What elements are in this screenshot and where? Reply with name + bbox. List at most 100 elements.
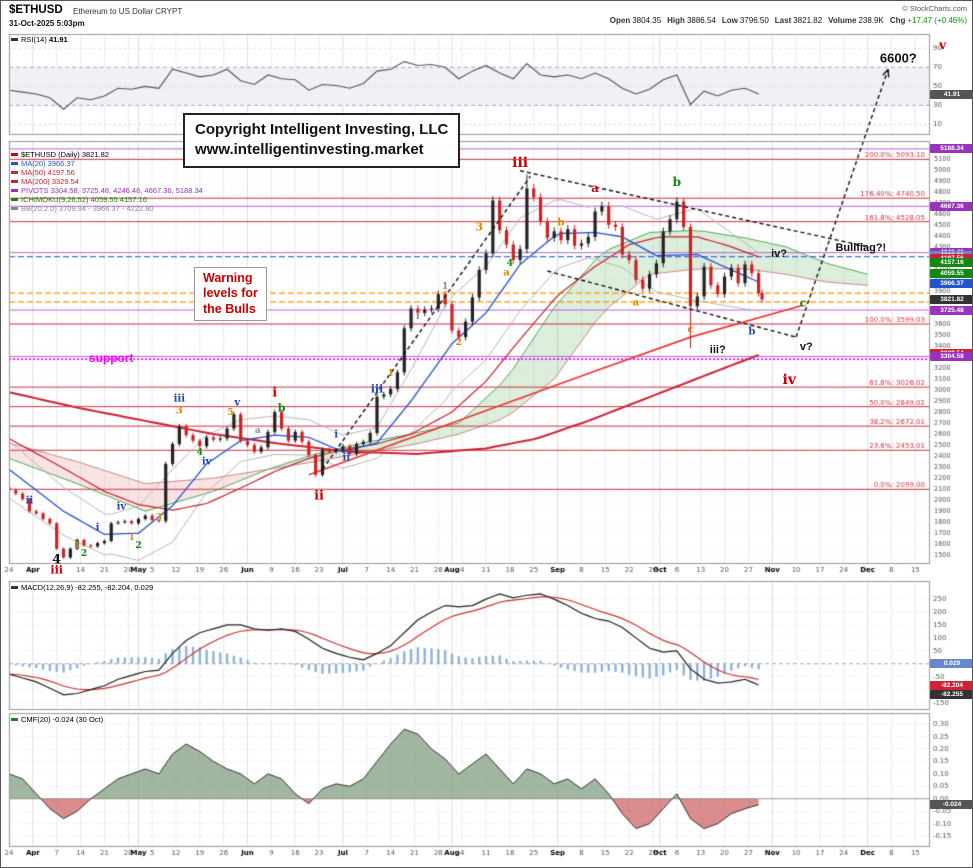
legend-text: PIVOTS 3304.58, 3725.48, 4246.46, 4667.3… xyxy=(21,186,203,195)
legend-text: MA(200) 3329.54 xyxy=(21,177,79,186)
quote-label: Last xyxy=(774,16,792,25)
quote-field-last: Last 3821.82 xyxy=(775,16,822,25)
copyright-line1: Copyright Intelligent Investing, LLC xyxy=(195,121,449,138)
wave-label-c: c xyxy=(687,324,694,336)
ticker-symbol: $ETHUSD xyxy=(9,4,63,16)
warning-line-1: levels for xyxy=(203,286,258,301)
wave-label-i: i xyxy=(416,312,420,323)
wave-label-2: 2 xyxy=(80,549,88,560)
axis-marker-330458: 3304.58 xyxy=(930,351,972,361)
wave-label-iii: iii? xyxy=(709,344,726,357)
legend-item-4: PIVOTS 3304.58, 3725.48, 4246.46, 4667.3… xyxy=(11,186,203,195)
wave-label-i: i xyxy=(95,522,100,534)
quote-value: 3796.50 xyxy=(739,16,769,25)
wave-label-i: i xyxy=(272,385,278,401)
legend-item-6: BB(20,2.0) 3709.94 - 3966.37 - 4222.80 xyxy=(11,204,203,213)
wave-label-bullflag: Bullflag?! xyxy=(835,241,887,254)
wave-label-4: 4 xyxy=(196,447,203,458)
wave-label-4: 4 xyxy=(506,259,514,270)
cmf-legend-icon xyxy=(11,718,18,721)
stockcharts-credit: © StockCharts.com xyxy=(902,4,967,13)
wave-label-ii: ii xyxy=(25,495,34,507)
quote-label: Low xyxy=(721,16,738,25)
quote-label: Open xyxy=(609,16,631,25)
wave-label-iv: iv? xyxy=(771,248,788,261)
quote-label: Chg xyxy=(889,16,906,25)
legend-swatch-icon xyxy=(11,153,18,156)
axis-marker-466736: 4667.36 xyxy=(930,201,972,211)
legend-item-2: MA(50) 4197.56 xyxy=(11,168,203,177)
wave-label-iii: iii xyxy=(512,155,529,172)
legend-item-0: $ETHUSD (Daily) 3821.82 xyxy=(11,150,203,159)
rsi-legend-value: 41.91 xyxy=(48,35,68,44)
wave-label-iii: iii xyxy=(173,393,186,405)
axis-marker-0024: -0.024 xyxy=(930,800,972,810)
legend-text: MA(50) 4197.56 xyxy=(21,168,75,177)
wave-label-a: a xyxy=(503,267,510,279)
wave-label-2: 2 xyxy=(135,541,142,552)
ohlc-quote-row: Open 3804.35 High 3886.54 Low 3796.50 Last 3821… xyxy=(610,16,967,25)
warning-line-2: the Bulls xyxy=(203,301,256,316)
wave-label-1: 1 xyxy=(387,369,394,380)
wave-label-b: b xyxy=(672,174,682,189)
wave-label-ii: ii xyxy=(314,488,325,504)
legend-text: $ETHUSD (Daily) 3821.82 xyxy=(21,150,109,159)
copyright-annotation-box: Copyright Intelligent Investing, LLC www… xyxy=(183,113,461,168)
quote-value: 3886.54 xyxy=(686,16,716,25)
rsi-legend: RSI(14) 41.91 xyxy=(11,35,68,44)
axis-marker-415716: 4157.16 xyxy=(930,258,972,267)
quote-field-volume: Volume 238.9K xyxy=(828,16,884,25)
wave-label-a: a xyxy=(254,426,261,437)
legend-swatch-icon xyxy=(11,180,18,183)
quote-field-low: Low 3796.50 xyxy=(722,16,769,25)
axis-marker-372548: 3725.48 xyxy=(930,305,972,315)
quote-value: +17.47 (+0.46%) xyxy=(907,16,967,25)
legend-item-1: MA(20) 3966.37 xyxy=(11,159,203,168)
quote-label: Volume xyxy=(828,16,857,25)
axis-marker-0029: 0.029 xyxy=(930,659,972,669)
copyright-line2: www.intelligentinvesting.market xyxy=(195,141,424,159)
wave-label-v: v? xyxy=(799,341,813,354)
ticker-description: Ethereum to US Dollar CRYPT xyxy=(73,7,183,16)
wave-label-v: v xyxy=(234,397,241,409)
wave-label-1: 1 xyxy=(442,281,449,292)
wave-label-c: c xyxy=(799,296,807,310)
axis-marker-382182: 3821.82 xyxy=(930,294,972,304)
quote-field-open: Open 3804.35 xyxy=(610,16,661,25)
legend-text: BB(20,2.0) 3709.94 - 3966.37 - 4222.80 xyxy=(21,204,154,213)
macd-legend-label: MACD(12,26,9) -82.255, -82.204, 0.029 xyxy=(21,583,154,592)
axis-marker-4191: 41.91 xyxy=(930,89,972,99)
rsi-legend-icon xyxy=(11,38,18,41)
wave-label-b: b xyxy=(277,401,286,415)
warning-levels-box: Warning levels for the Bulls xyxy=(194,267,267,321)
wave-label-iv: iv xyxy=(782,372,797,389)
wave-label-4: 4 xyxy=(52,552,62,568)
legend-text: ICHIMOKU(9,26,52) 4059.55 4157.16 xyxy=(21,195,147,204)
macd-legend-icon xyxy=(11,586,18,589)
legend-swatch-icon xyxy=(11,171,18,174)
cmf-legend-label: CMF(20) -0.024 (30 Oct) xyxy=(21,715,104,724)
wave-label-1: 1 xyxy=(74,541,81,552)
wave-label-6600: 6600? xyxy=(879,50,917,66)
wave-label-iv: iv xyxy=(116,501,127,513)
legend-swatch-icon xyxy=(11,189,18,192)
legend-swatch-icon xyxy=(11,207,18,210)
axis-marker-82204: -82.204 xyxy=(930,680,972,690)
legend-swatch-icon xyxy=(11,198,18,201)
axis-marker-396637: 3966.37 xyxy=(930,279,972,289)
wave-label-iii: iii xyxy=(50,563,63,577)
legend-item-3: MA(200) 3329.54 xyxy=(11,177,203,186)
wave-label-a: a xyxy=(632,297,640,309)
wave-label-b: b xyxy=(748,326,756,338)
quote-label: High xyxy=(667,16,685,25)
cmf-legend: CMF(20) -0.024 (30 Oct) xyxy=(11,715,103,724)
chart-datetime: 31-Oct-2025 5:03pm xyxy=(9,19,85,28)
warning-line-0: Warning xyxy=(203,271,253,285)
quote-field-high: High 3886.54 xyxy=(667,16,716,25)
rsi-legend-label: RSI(14) xyxy=(21,35,47,44)
wave-label-ii: ii xyxy=(342,452,351,464)
wave-label-3: 3 xyxy=(155,513,163,524)
quote-value: 3804.35 xyxy=(632,16,662,25)
